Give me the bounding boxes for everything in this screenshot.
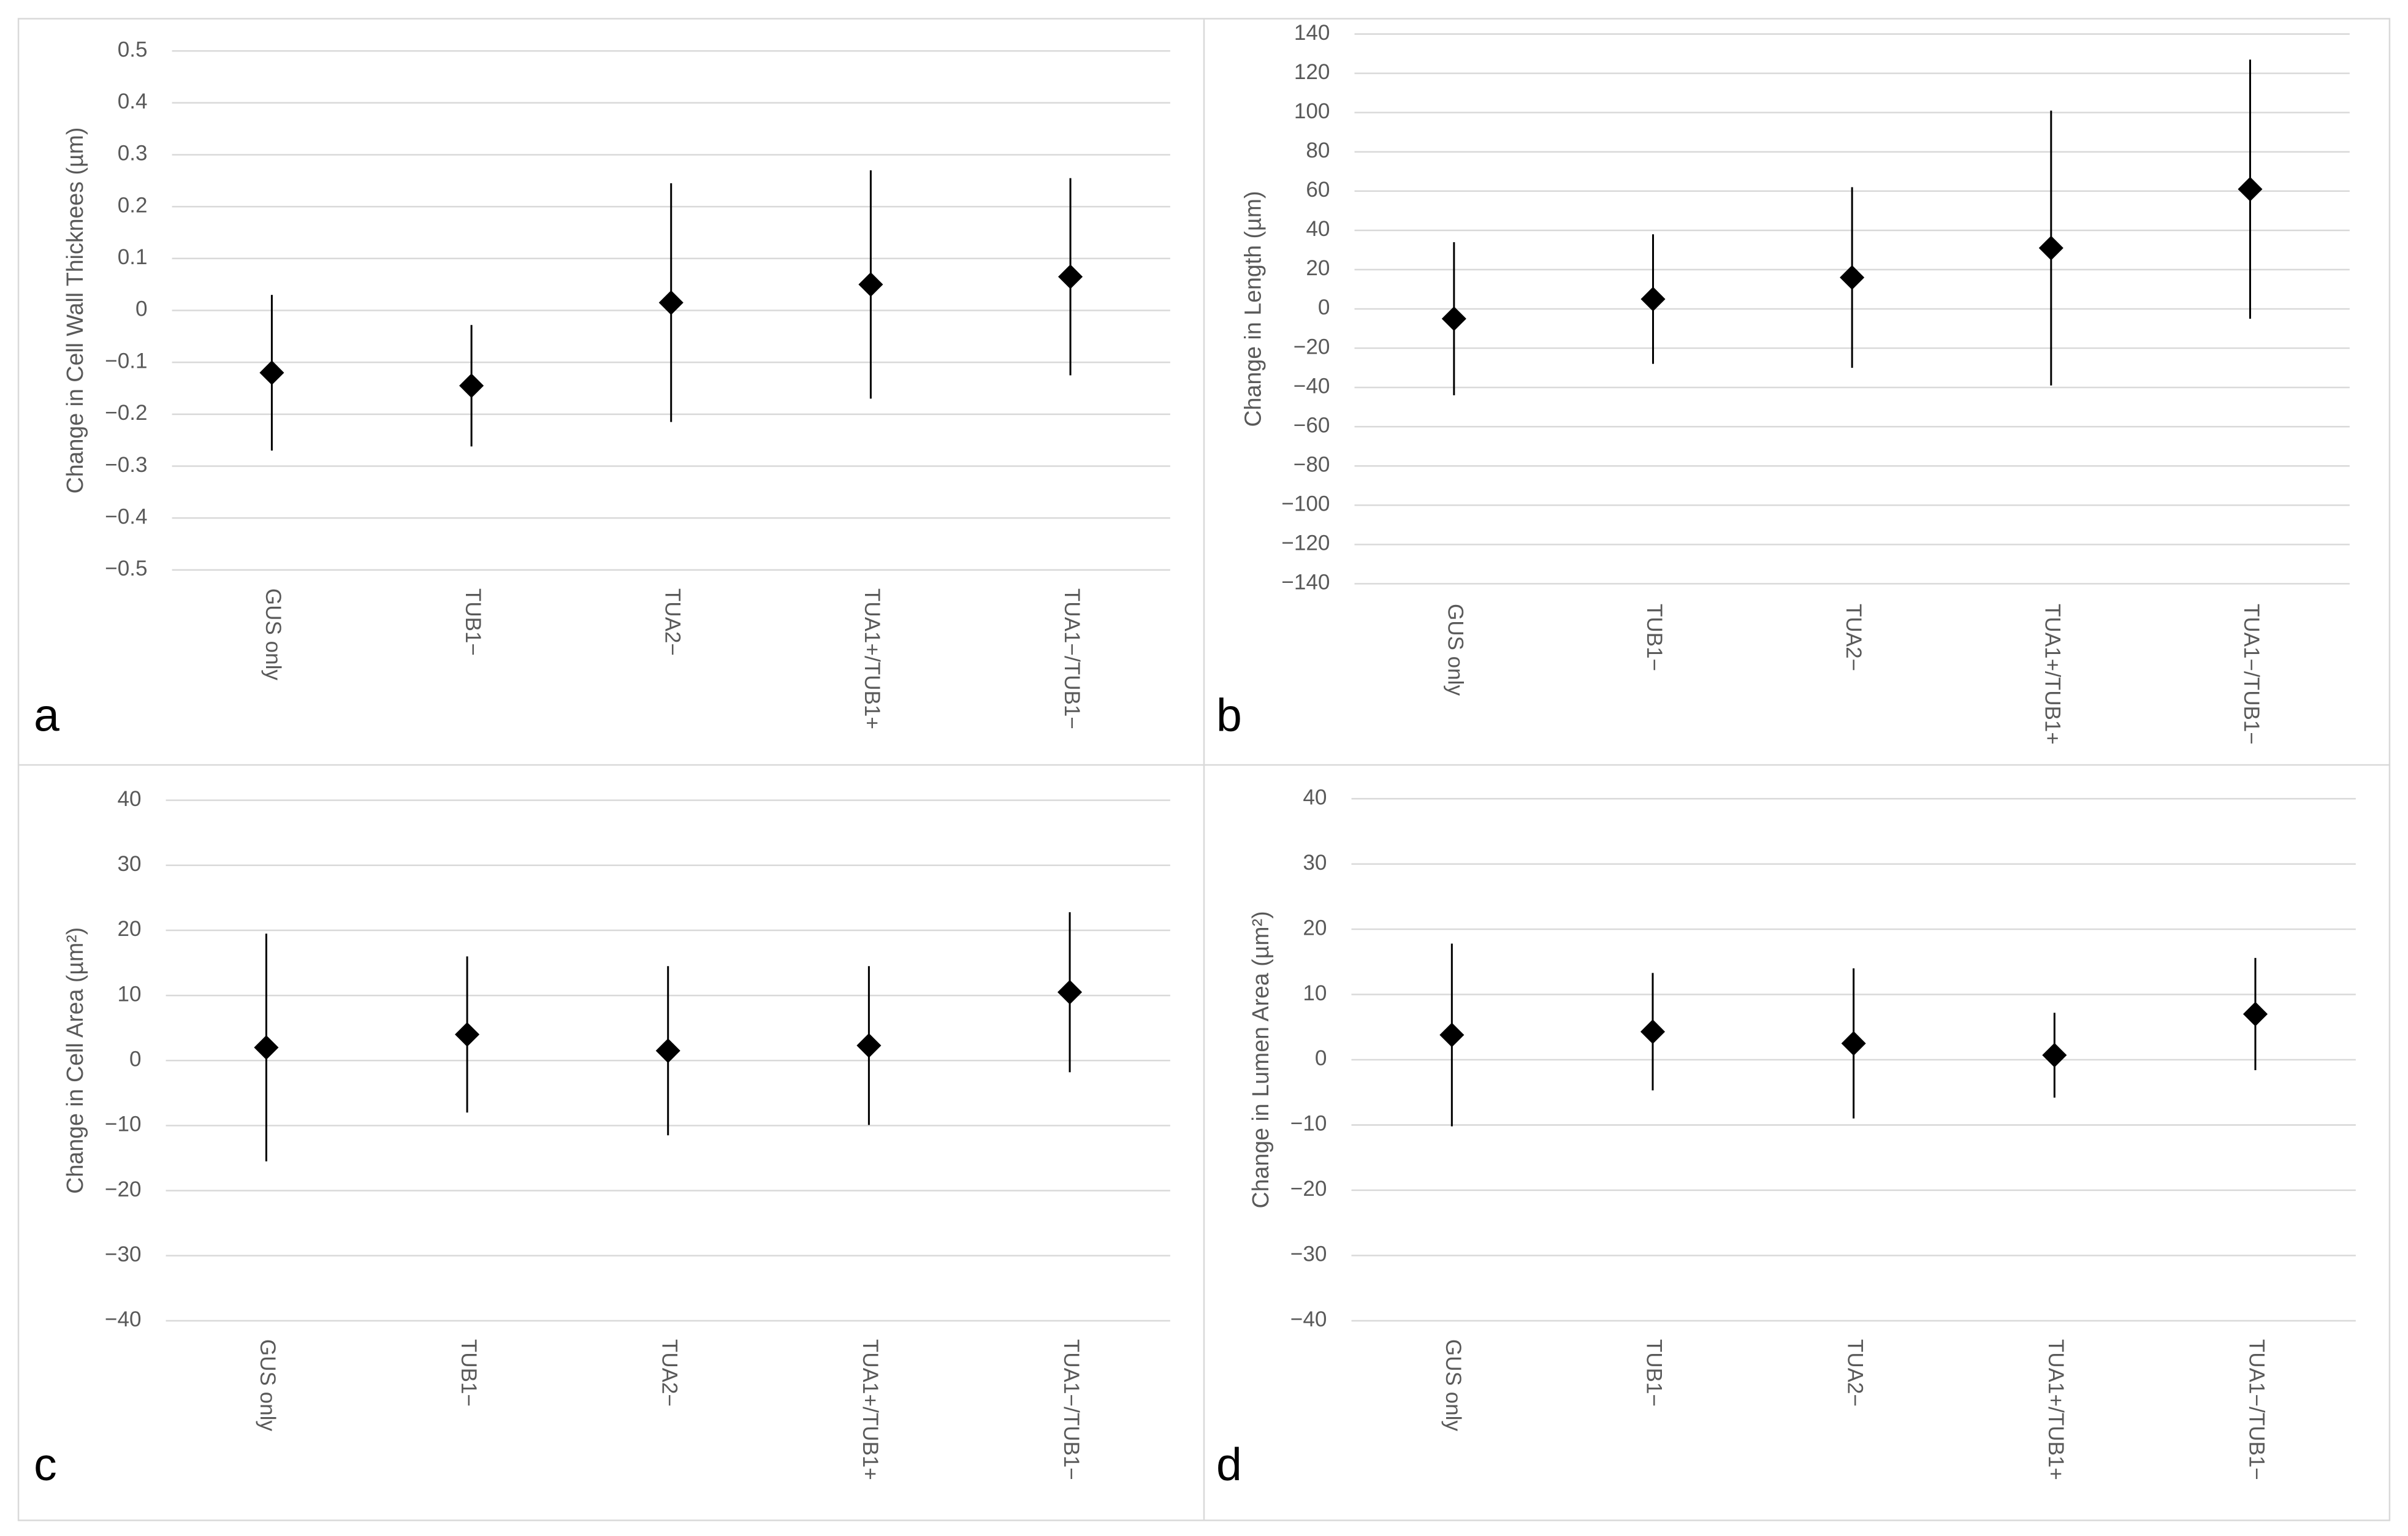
y-tick-label: 0 — [1315, 1046, 1327, 1070]
marker — [2242, 1002, 2268, 1027]
marker — [2042, 1043, 2067, 1068]
y-tick-label: 120 — [1294, 60, 1330, 84]
panel-label: b — [1216, 690, 1242, 741]
y-axis-label: Change in Cell Wall Thicknees (µm) — [62, 127, 88, 494]
y-tick-label: −40 — [1294, 374, 1330, 398]
y-tick-label: 0 — [129, 1047, 142, 1071]
y-tick-label: 100 — [1294, 99, 1330, 123]
y-tick-label: −30 — [1290, 1242, 1327, 1266]
panel-label: a — [34, 690, 59, 741]
x-tick-label: TUA2− — [1843, 1339, 1867, 1407]
panel-label: d — [1216, 1439, 1242, 1490]
x-tick-label: GUS only — [1441, 1339, 1465, 1432]
y-tick-label: −40 — [1290, 1307, 1327, 1331]
y-tick-label: −100 — [1281, 492, 1330, 516]
x-tick-label: TUA1−/TUB1− — [2239, 604, 2263, 745]
x-tick-label: GUS only — [261, 588, 285, 681]
y-tick-label: −10 — [105, 1112, 141, 1136]
x-tick-label: GUS only — [1444, 604, 1468, 696]
y-tick-label: 60 — [1306, 178, 1330, 202]
y-tick-label: −0.4 — [105, 504, 147, 528]
marker — [655, 1038, 680, 1063]
marker — [658, 290, 684, 315]
y-tick-label: −40 — [105, 1307, 141, 1331]
y-tick-label: 40 — [117, 787, 141, 811]
y-tick-label: −10 — [1290, 1112, 1327, 1136]
marker — [1058, 264, 1083, 289]
x-tick-label: GUS only — [256, 1339, 280, 1432]
x-tick-label: TUA1+/TUB1+ — [860, 588, 884, 729]
x-tick-label: TUB1− — [1642, 1339, 1666, 1407]
y-axis-label: Change in Cell Area (µm²) — [62, 927, 88, 1194]
y-tick-label: 10 — [117, 982, 141, 1006]
y-tick-label: −30 — [105, 1242, 141, 1266]
marker — [2038, 235, 2063, 260]
panel-label: c — [34, 1439, 57, 1490]
y-tick-label: 0.5 — [118, 37, 148, 61]
y-tick-label: 20 — [1303, 916, 1327, 940]
y-axis-label: Change in Length (µm) — [1240, 191, 1266, 427]
y-tick-label: 0.1 — [118, 245, 148, 269]
y-tick-label: 40 — [1306, 217, 1330, 241]
marker — [1640, 286, 1666, 312]
x-tick-label: TUA2− — [660, 588, 684, 656]
marker — [858, 272, 883, 297]
marker — [1640, 1019, 1666, 1044]
y-tick-label: −20 — [105, 1177, 141, 1201]
x-tick-label: TUA1+/TUB1+ — [2041, 604, 2065, 745]
marker — [2238, 177, 2263, 202]
y-tick-label: −140 — [1281, 571, 1330, 595]
marker — [459, 373, 484, 398]
x-tick-label: TUA1−/TUB1− — [1059, 1339, 1083, 1480]
x-tick-label: TUA2− — [1842, 604, 1865, 671]
y-tick-label: −0.2 — [105, 401, 147, 425]
marker — [1439, 1022, 1465, 1047]
y-tick-label: 0.2 — [118, 193, 148, 217]
y-tick-label: 80 — [1306, 139, 1330, 162]
y-tick-label: 30 — [117, 852, 141, 876]
y-tick-label: 20 — [1306, 256, 1330, 280]
y-tick-label: −120 — [1281, 531, 1330, 555]
y-tick-label: 10 — [1303, 981, 1327, 1005]
x-tick-label: TUB1− — [1642, 604, 1666, 671]
y-tick-label: 20 — [117, 917, 141, 941]
x-tick-label: TUB1− — [457, 1339, 481, 1407]
marker — [1840, 265, 1865, 290]
y-axis-label: Change in Lumen Area (µm²) — [1248, 911, 1273, 1208]
x-tick-label: TUB1− — [461, 588, 485, 656]
x-tick-label: TUA1−/TUB1− — [1060, 588, 1084, 729]
y-tick-label: 30 — [1303, 851, 1327, 875]
y-tick-label: 0.4 — [118, 89, 148, 113]
y-tick-label: −60 — [1294, 413, 1330, 437]
x-tick-label: TUA1+/TUB1+ — [2044, 1339, 2068, 1480]
x-tick-label: TUA2− — [657, 1339, 681, 1407]
marker — [1057, 979, 1083, 1005]
y-tick-label: −20 — [1294, 335, 1330, 359]
y-tick-label: 40 — [1303, 785, 1327, 809]
marker — [254, 1035, 279, 1060]
marker — [856, 1033, 882, 1058]
y-tick-label: 0.3 — [118, 142, 148, 165]
y-tick-label: 0 — [1318, 295, 1330, 319]
y-tick-label: −0.1 — [105, 349, 147, 373]
y-tick-label: 0 — [135, 297, 148, 321]
x-tick-label: TUA1−/TUB1− — [2245, 1339, 2269, 1480]
y-tick-label: −20 — [1290, 1177, 1327, 1201]
y-tick-label: −0.3 — [105, 453, 147, 477]
marker — [259, 360, 284, 386]
y-tick-label: −0.5 — [105, 557, 147, 580]
x-tick-label: TUA1+/TUB1+ — [858, 1339, 882, 1480]
y-tick-label: 140 — [1294, 21, 1330, 45]
y-tick-label: −80 — [1294, 452, 1330, 476]
